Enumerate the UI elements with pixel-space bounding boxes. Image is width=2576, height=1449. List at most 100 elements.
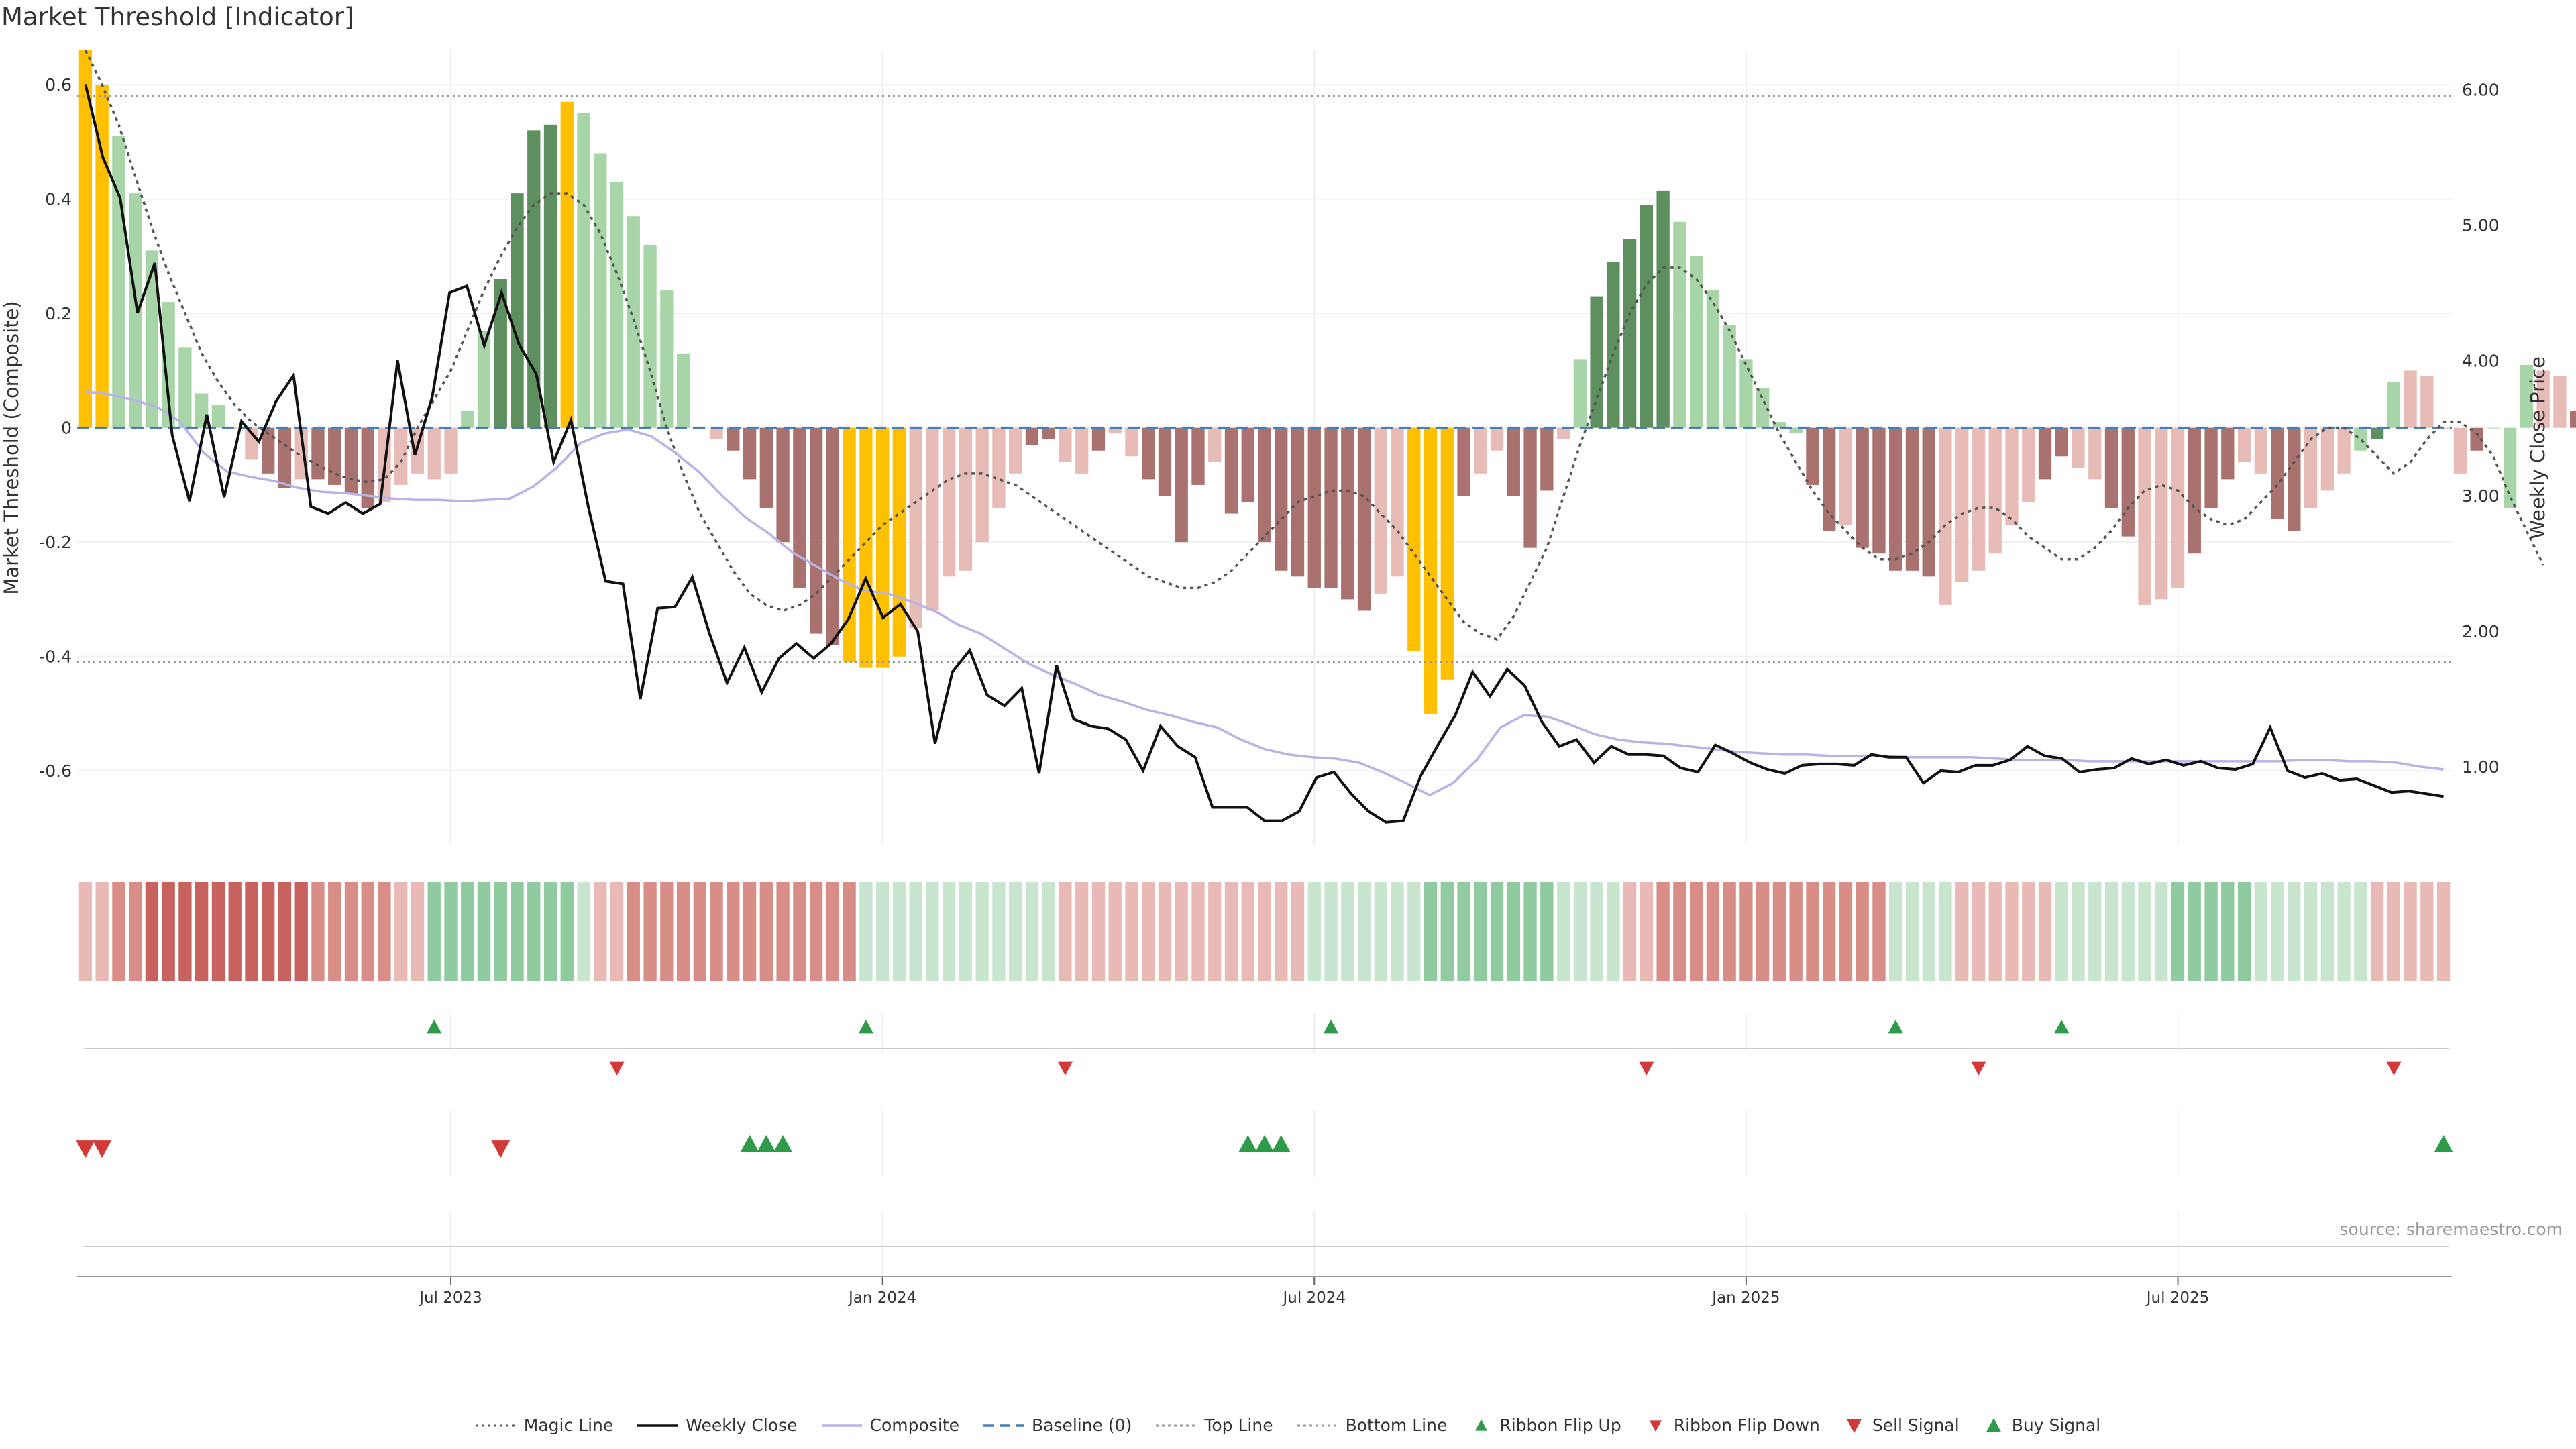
histogram-bar bbox=[1075, 427, 1089, 474]
legend-item[interactable]: Baseline (0) bbox=[983, 1415, 1132, 1435]
sell-signal-marker bbox=[76, 1140, 95, 1158]
buy-signal-marker bbox=[740, 1135, 759, 1152]
ribbon-cell bbox=[1275, 882, 1288, 981]
histogram-bar bbox=[1723, 325, 1736, 428]
ribbon-cell bbox=[1706, 882, 1720, 981]
ribbon-cell bbox=[1640, 882, 1654, 981]
composite-line bbox=[85, 390, 2444, 797]
legend-label: Ribbon Flip Down bbox=[1673, 1415, 1820, 1435]
histogram-bar bbox=[2520, 364, 2534, 428]
legend-swatch bbox=[821, 1424, 862, 1427]
histogram-bar bbox=[1324, 427, 1338, 588]
legend-item[interactable]: Ribbon Flip Up bbox=[1471, 1415, 1621, 1435]
ribbon-flip-up-marker bbox=[1324, 1020, 1339, 1034]
histogram-bar bbox=[610, 182, 624, 428]
legend-item[interactable]: Buy Signal bbox=[1984, 1415, 2101, 1435]
ribbon-cell bbox=[162, 882, 175, 981]
histogram-bar bbox=[1939, 427, 1952, 605]
histogram-bar bbox=[1673, 221, 1686, 428]
histogram-bar bbox=[2171, 427, 2185, 588]
histogram-bar bbox=[1158, 427, 1172, 496]
ribbon-cell bbox=[1823, 882, 1836, 981]
ribbon-cell bbox=[2237, 882, 2251, 981]
histogram-bars bbox=[78, 50, 2576, 714]
ribbon-cell bbox=[344, 882, 358, 981]
ribbon-cell bbox=[95, 882, 109, 981]
histogram-bar bbox=[1540, 427, 1554, 491]
histogram-bar bbox=[909, 427, 922, 629]
buy-signal-marker bbox=[1255, 1135, 1274, 1152]
ribbon-cell bbox=[278, 882, 292, 981]
legend-item[interactable]: Weekly Close bbox=[637, 1415, 798, 1435]
ribbon-cell bbox=[1291, 882, 1305, 981]
histogram-bar bbox=[577, 113, 590, 428]
histogram-bar bbox=[1806, 427, 1819, 485]
ribbon-cell bbox=[1258, 882, 1271, 981]
histogram-bar bbox=[975, 427, 989, 543]
histogram-bar bbox=[1175, 427, 1188, 543]
ribbon-cell bbox=[1689, 882, 1703, 981]
histogram-bar bbox=[2121, 427, 2135, 537]
ribbon-cell bbox=[743, 882, 757, 981]
histogram-bar bbox=[477, 330, 491, 428]
legend-swatch bbox=[475, 1424, 516, 1426]
ribbon-cell bbox=[676, 882, 690, 981]
y2-tick-label: 3.00 bbox=[2462, 486, 2500, 506]
histogram-bar bbox=[1889, 427, 1902, 571]
ribbon-cell bbox=[1490, 882, 1504, 981]
ribbon-cell bbox=[1739, 882, 1753, 981]
ribbon-cell bbox=[1939, 882, 1952, 981]
legend-label: Weekly Close bbox=[686, 1415, 798, 1435]
ribbon-cell bbox=[1391, 882, 1404, 981]
histogram-bar bbox=[843, 427, 856, 663]
histogram-bar bbox=[527, 130, 541, 428]
histogram-bar bbox=[1756, 387, 1770, 428]
histogram-bar bbox=[311, 427, 325, 480]
ribbon-cell bbox=[776, 882, 790, 981]
legend-label: Buy Signal bbox=[2011, 1415, 2101, 1435]
ribbon-cell bbox=[2420, 882, 2434, 981]
ribbon-cell bbox=[1922, 882, 1935, 981]
histogram-bar bbox=[2254, 427, 2267, 474]
ribbon-cell bbox=[959, 882, 973, 981]
histogram-bar bbox=[2237, 427, 2251, 462]
ribbon-cell bbox=[1955, 882, 1969, 981]
legend-swatch bbox=[1846, 1419, 1862, 1433]
ribbon-cell bbox=[527, 882, 541, 981]
histogram-bar bbox=[2138, 427, 2151, 605]
ribbon-cell bbox=[2436, 882, 2451, 981]
histogram-bar bbox=[278, 427, 292, 488]
legend-swatch-marker bbox=[1846, 1419, 1862, 1433]
legend-item[interactable]: Ribbon Flip Down bbox=[1646, 1415, 1820, 1435]
legend-label: Sell Signal bbox=[1872, 1415, 1960, 1435]
ribbon-cell bbox=[361, 882, 374, 981]
histogram-bar bbox=[727, 427, 740, 451]
histogram-bar bbox=[145, 250, 159, 428]
histogram-bar bbox=[1507, 427, 1520, 496]
ribbon-cell bbox=[543, 882, 557, 981]
legend-item[interactable]: Bottom Line bbox=[1297, 1415, 1447, 1435]
ribbon-cell bbox=[477, 882, 491, 981]
histogram-bar bbox=[892, 427, 906, 657]
ribbon-cell bbox=[793, 882, 806, 981]
legend-item[interactable]: Top Line bbox=[1156, 1415, 1273, 1435]
ribbon-cell bbox=[992, 882, 1006, 981]
ribbon-cell bbox=[1457, 882, 1470, 981]
histogram-bar bbox=[1823, 427, 1836, 531]
histogram-bar bbox=[2038, 427, 2052, 480]
ribbon-cell bbox=[2304, 882, 2318, 981]
ribbon-cell bbox=[1208, 882, 1222, 981]
legend-item[interactable]: Composite bbox=[821, 1415, 959, 1435]
histogram-bar bbox=[2104, 427, 2118, 508]
ribbon-cell bbox=[727, 882, 740, 981]
ribbon-cell bbox=[926, 882, 939, 981]
ribbon-cell bbox=[1523, 882, 1537, 981]
ribbon-cell bbox=[1374, 882, 1387, 981]
histogram-bar bbox=[461, 411, 474, 428]
ribbon-flip-down-marker bbox=[1971, 1061, 1986, 1075]
histogram-bar bbox=[2221, 427, 2235, 480]
legend-item[interactable]: Sell Signal bbox=[1844, 1415, 1960, 1435]
ribbon-cell bbox=[826, 882, 840, 981]
legend-item[interactable]: Magic Line bbox=[475, 1415, 613, 1435]
